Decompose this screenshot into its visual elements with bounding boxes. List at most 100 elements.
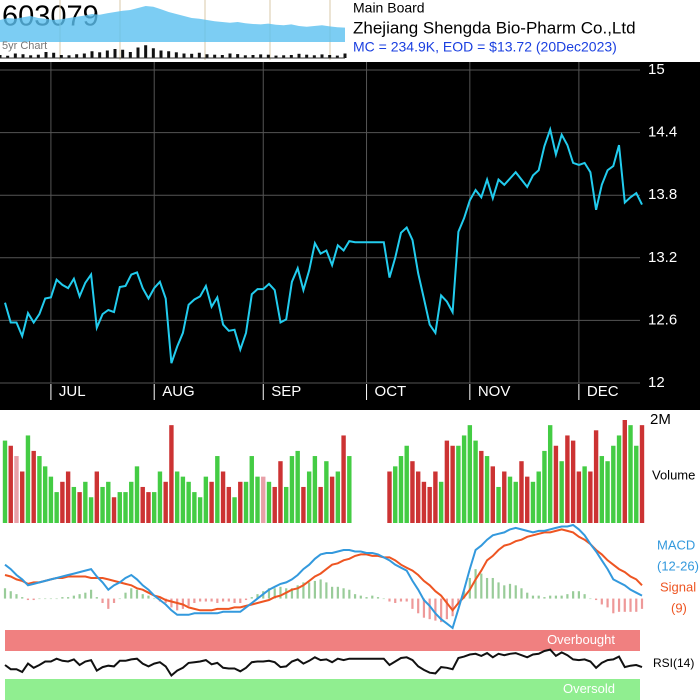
volume-bar xyxy=(507,476,513,523)
histogram-bar xyxy=(549,595,552,599)
mini-volume xyxy=(121,49,125,58)
histogram-bar xyxy=(72,595,75,599)
volume-bar xyxy=(203,476,209,523)
volume-bar xyxy=(427,486,432,523)
volume-bar xyxy=(243,481,249,523)
volume-label: Volume xyxy=(652,467,695,482)
macd-line xyxy=(4,523,643,630)
volume-bar xyxy=(611,445,616,523)
histogram-bar xyxy=(331,586,334,599)
volume-bar xyxy=(77,492,82,523)
histogram-bar xyxy=(359,595,362,599)
mini-volume xyxy=(259,54,263,58)
histogram-bar xyxy=(256,594,259,599)
histogram-bar xyxy=(537,595,540,599)
volume-bar xyxy=(60,481,65,523)
histogram-bar xyxy=(508,583,512,599)
mini-volume xyxy=(182,53,186,58)
volume-bar xyxy=(484,456,490,523)
volume-bar xyxy=(559,461,564,523)
histogram-bar xyxy=(170,598,173,608)
volume-bar xyxy=(100,486,105,523)
histogram-bar xyxy=(342,588,345,599)
histogram-bar xyxy=(107,598,110,609)
volume-bar xyxy=(117,492,122,523)
histogram-bar xyxy=(221,598,225,602)
histogram-bar xyxy=(84,592,87,599)
histogram-bar xyxy=(526,592,529,599)
histogram-bar xyxy=(497,582,500,599)
volume-bar xyxy=(157,471,163,523)
histogram-bar xyxy=(296,585,299,599)
histogram-bar xyxy=(405,598,408,602)
histogram-bar xyxy=(371,595,374,599)
mini-volume xyxy=(113,49,117,58)
volume-bar xyxy=(65,471,71,523)
histogram-bar xyxy=(411,598,414,609)
volume-bar xyxy=(272,486,277,523)
volume-bar xyxy=(502,471,507,523)
histogram-bar xyxy=(336,586,339,599)
overbought-band xyxy=(5,630,640,651)
volume-bar xyxy=(249,456,254,523)
histogram-bar xyxy=(204,598,207,602)
y-tick-label: 15 xyxy=(648,61,665,78)
volume-bar xyxy=(588,471,593,523)
volume-bar xyxy=(329,476,335,523)
volume-bar xyxy=(123,492,128,523)
histogram-bar xyxy=(440,598,443,623)
histogram-bar xyxy=(55,598,58,600)
mini-volume xyxy=(75,54,79,58)
histogram-bar xyxy=(176,598,179,611)
mini-volume xyxy=(98,52,102,58)
histogram-bar xyxy=(61,597,64,599)
histogram-bar xyxy=(451,598,454,617)
histogram-bar xyxy=(629,598,632,612)
mini-volume xyxy=(174,52,178,58)
volume-bar xyxy=(54,492,59,523)
histogram-bar xyxy=(89,589,93,599)
signal-label: Signal xyxy=(660,579,696,594)
histogram-bar xyxy=(577,591,580,599)
volume-bar xyxy=(94,471,100,523)
histogram-bar xyxy=(388,598,391,602)
histogram-bar xyxy=(474,569,477,599)
histogram-bar xyxy=(365,597,368,599)
histogram-bar xyxy=(434,598,437,621)
volume-bar xyxy=(622,420,627,523)
histogram-bar xyxy=(635,598,638,612)
histogram-bar xyxy=(290,588,294,599)
histogram-bar xyxy=(216,598,219,603)
volume-bar xyxy=(628,425,633,523)
volume-bar xyxy=(301,486,306,523)
histogram-bar xyxy=(95,597,98,599)
histogram-bar xyxy=(348,589,351,599)
histogram-bar xyxy=(250,597,253,599)
volume-bar xyxy=(169,425,174,523)
volume-bar xyxy=(71,486,77,523)
y-tick-label: 13.8 xyxy=(648,186,677,203)
histogram-bar xyxy=(78,594,81,599)
volume-bar xyxy=(605,461,610,523)
histogram-bar xyxy=(600,598,603,605)
volume-bar xyxy=(599,456,605,523)
volume-bar xyxy=(295,450,300,523)
volume-bar xyxy=(444,440,450,523)
volume-bar xyxy=(232,497,237,523)
company: Zhejiang Shengda Bio-Pharm Co.,Ltd xyxy=(353,18,636,37)
volume-bar xyxy=(438,481,444,523)
volume-bar xyxy=(37,456,42,523)
volume-bar xyxy=(83,481,88,523)
mini-volume xyxy=(289,55,293,58)
x-tick-label: OCT xyxy=(375,383,407,400)
mini-volume xyxy=(305,54,309,58)
y-tick-label: 12 xyxy=(648,374,665,391)
x-tick-label: NOV xyxy=(478,383,511,400)
histogram-bar xyxy=(313,580,316,599)
volume-bar xyxy=(186,481,191,523)
volume-bar xyxy=(266,481,272,523)
y-tick-label: 2M xyxy=(650,411,671,428)
volume-bar xyxy=(146,492,151,523)
